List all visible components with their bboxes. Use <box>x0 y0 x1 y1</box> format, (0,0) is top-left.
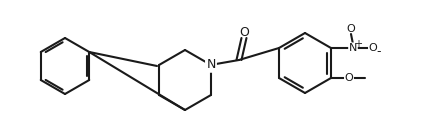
Text: O: O <box>239 26 249 39</box>
Text: O: O <box>346 24 356 34</box>
Text: N: N <box>349 43 357 53</box>
Text: N: N <box>206 59 216 71</box>
Text: +: + <box>354 39 362 49</box>
Text: -: - <box>377 46 381 59</box>
Text: O: O <box>368 43 378 53</box>
Text: O: O <box>345 73 353 83</box>
